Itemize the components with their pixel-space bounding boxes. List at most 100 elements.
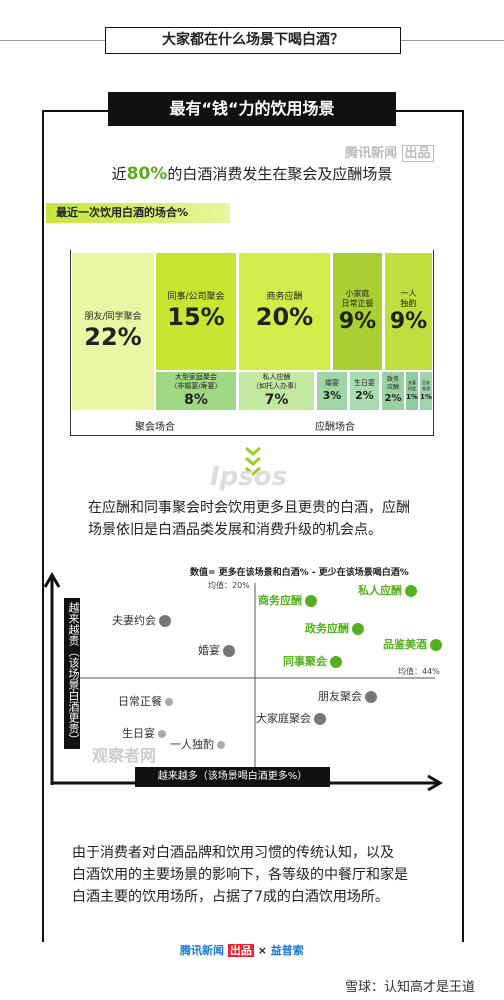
- scene-label: 同事聚会: [283, 655, 327, 668]
- tile: 婚宴 3%: [317, 372, 347, 410]
- scene-icon: [159, 615, 171, 627]
- tile-name: 大型家庭聚会: [175, 373, 217, 381]
- scene-label: 商务应酬: [258, 594, 302, 607]
- tile-name: 私人应酬: [262, 373, 291, 381]
- scene-dot: [217, 741, 225, 749]
- tile-name: 一人: [400, 288, 417, 298]
- tile-name: 生日宴: [354, 379, 375, 387]
- paragraph: 在应酬和同事聚会时会饮用更多且更贵的白酒，应酬 场景依旧是白酒品类发展和消费升级的…: [88, 497, 410, 541]
- treemap-label: 最近一次饮用白酒的场合%: [46, 203, 230, 223]
- tile-name: 夫妻: [408, 379, 416, 385]
- footer-sep: ×: [257, 944, 267, 957]
- paragraph-line: 白酒饮用的主要场景的影响下，各等级的中餐厅和家是: [72, 867, 408, 883]
- tile: 生日宴 2%: [350, 372, 379, 410]
- guancha-watermark: 观察者网: [92, 746, 157, 765]
- scene-label: 朋友聚会: [318, 690, 362, 703]
- scene-label: 品鉴美酒: [383, 638, 427, 651]
- scene-point: 品鉴美酒: [383, 636, 442, 652]
- watermark-tag: 出品: [401, 145, 434, 162]
- scene-icon: [352, 623, 364, 635]
- tile-value: 2%: [355, 389, 374, 402]
- tile-name: 约会: [408, 385, 416, 391]
- watermark: 腾讯新闻 出品: [345, 142, 434, 162]
- quadrant-note: 数值= 更多在该场景和白酒% - 更少在该场景喝白酒%: [190, 568, 409, 578]
- tile-value: 8%: [184, 392, 208, 408]
- scene-icon: [305, 595, 317, 607]
- scene-point: 私人应酬: [358, 582, 417, 598]
- treemap-frame: [70, 250, 434, 436]
- scene-label: 大家庭聚会: [256, 712, 311, 725]
- tile-name: 美酒: [422, 385, 430, 391]
- x-axis-label: 越来越多（该场景喝白酒更多%）: [135, 767, 330, 787]
- tile-value: 3%: [322, 389, 342, 402]
- tile-value: 15%: [167, 303, 225, 331]
- scene-point: 夫妻约会: [112, 612, 171, 628]
- down-arrows: [245, 446, 261, 476]
- tile-name: 品鉴: [422, 379, 430, 385]
- tile: 大型家庭聚会 （非婚宴/寿宴） 8%: [156, 372, 236, 410]
- scene-label: 政务应酬: [305, 622, 349, 635]
- tile-name: （如托人办事）: [252, 382, 301, 390]
- scene-label: 一人独酌: [170, 738, 214, 751]
- tile-name: 日常正餐: [341, 298, 374, 308]
- tile-name: 商务应酬: [266, 292, 303, 302]
- tile-name: （非婚宴/寿宴）: [170, 382, 222, 390]
- tile-name: 独酌: [400, 298, 417, 308]
- tile-name: 朋友/同学聚会: [84, 312, 142, 322]
- tile: 政务 应酬 2%: [382, 372, 404, 410]
- tile: 品鉴 美酒 1%: [420, 372, 432, 410]
- group-label: 应酬场合: [315, 422, 355, 433]
- tile: 同事/公司聚会 15%: [156, 253, 236, 370]
- tile-value: 22%: [84, 323, 142, 351]
- subtitle-highlight: 80%: [126, 164, 168, 184]
- tile-value: 20%: [255, 303, 314, 331]
- tile: 朋友/同学聚会 22%: [72, 253, 154, 410]
- scene-icon: [314, 713, 326, 725]
- scene-point: 同事聚会: [283, 653, 342, 669]
- scene-label: 夫妻约会: [112, 614, 156, 627]
- paragraph-line: 由于消费者对白酒品牌和饮用习惯的传统认知，以及: [72, 845, 394, 861]
- subtitle-pre: 近: [111, 165, 127, 183]
- tile-name: 同事/公司聚会: [167, 292, 225, 302]
- paragraph-line: 场景依旧是白酒品类发展和消费升级的机会点。: [88, 522, 382, 538]
- tile-value: 7%: [264, 392, 289, 408]
- scene-icon: [405, 585, 417, 597]
- tile: 私人应酬 （如托人办事） 7%: [239, 372, 314, 410]
- paragraph: 由于消费者对白酒品牌和饮用习惯的传统认知，以及 白酒饮用的主要场景的影响下，各等级…: [72, 842, 408, 908]
- scene-dot: [165, 698, 173, 706]
- scene-dot: [158, 730, 166, 738]
- scene-point: 商务应酬: [258, 592, 317, 608]
- footer-credit: 雪球：认知高才是王道: [345, 980, 476, 995]
- paragraph-line: 白酒主要的饮用场所，占据了7成的白酒饮用场所。: [72, 889, 389, 905]
- tile-name: 应酬: [386, 384, 399, 391]
- tile: 小家庭 日常正餐 9%: [333, 253, 382, 370]
- tile: 夫妻 约会 1%: [406, 372, 418, 410]
- tile: 商务应酬 20%: [239, 253, 330, 370]
- tile-name: 婚宴: [325, 379, 339, 387]
- scene-icon: [365, 691, 377, 703]
- tile-value: 1%: [406, 392, 418, 401]
- scene-point: 一人独酌: [170, 736, 225, 752]
- header-box: 大家都在什么场景下喝白酒？: [105, 27, 401, 54]
- paragraph-line: 在应酬和同事聚会时会饮用更多且更贵的白酒，应酬: [88, 500, 410, 516]
- group-label: 聚会场合: [135, 422, 175, 433]
- tile-value: 9%: [389, 308, 428, 334]
- scene-label: 生日宴: [122, 727, 155, 740]
- scene-point: 政务应酬: [305, 620, 364, 636]
- scene-label: 日常正餐: [118, 695, 162, 708]
- tile-value: 2%: [384, 393, 402, 404]
- scene-point: 大家庭聚会: [256, 710, 326, 726]
- subtitle-post: 的白酒消费发生在聚会及应酬场景: [167, 165, 393, 183]
- ipsos-watermark: Ipsos: [210, 462, 288, 492]
- footer-brand: 腾讯新闻: [180, 944, 224, 957]
- footer-logos: 腾讯新闻 出品 × 益普索: [180, 942, 304, 958]
- tile-name: 小家庭: [345, 288, 370, 298]
- y-axis-label: 越来越贵（该场景白酒更贵）: [64, 598, 80, 749]
- tile-value: 9%: [338, 308, 377, 334]
- scene-icon: [223, 645, 235, 657]
- scene-label: 婚宴: [198, 644, 220, 657]
- footer-partner: 益普索: [270, 944, 304, 957]
- tile-name: 政务: [386, 376, 399, 383]
- mean-label: 均值：44%: [398, 667, 440, 676]
